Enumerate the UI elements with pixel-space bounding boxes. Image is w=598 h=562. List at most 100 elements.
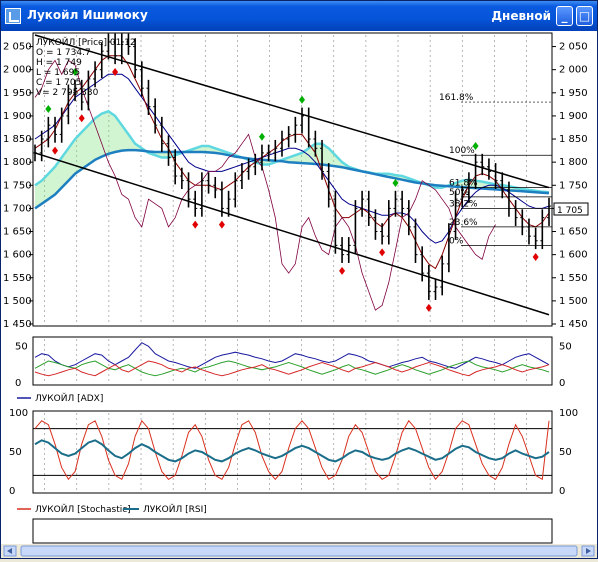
channel-lower-line [34, 152, 550, 316]
cloud-segment [88, 118, 96, 165]
stoch-legend: ЛУКОЙЛ [Stochastic] [35, 503, 131, 515]
price-info-box: ЛУКОЙЛ [Price] 01.12 O = 1 734.7 H = 1 7… [36, 36, 136, 98]
y-tick-label-right: 1 600 [559, 250, 588, 261]
up-signal-marker [72, 67, 79, 76]
date-strip [32, 518, 553, 544]
chevron-right-icon [586, 548, 591, 554]
y-tick-label-right: 1 450 [559, 319, 588, 330]
y-tick-label-left: 1 800 [3, 157, 32, 168]
fib-label: 23.6% [449, 218, 478, 228]
fib-label: 0% [449, 236, 464, 246]
y-tick-label-right: 1 950 [559, 88, 588, 99]
osc-panel-frame [32, 410, 553, 494]
cloud-segment [61, 148, 69, 188]
maximize-button[interactable]: □ [576, 6, 593, 26]
di-minus-line [34, 360, 550, 377]
cloud-segment [468, 179, 476, 189]
cloud-segment [161, 151, 169, 158]
osc-tick-left: 100 [9, 408, 28, 419]
di-plus-line [34, 360, 550, 377]
down-signal-marker [532, 252, 539, 261]
kijun-line [34, 73, 550, 244]
chart-area[interactable]: 161.8% 100% 61.8% 50% 38.2% 23.6% 0% 2 050 2 05… [1, 31, 597, 558]
adx-tick-left: 0 [15, 378, 21, 389]
down-signal-marker [425, 303, 432, 312]
down-signal-marker [192, 220, 199, 229]
cloud-segment [48, 166, 56, 200]
info-line-3: L = 1 695 [36, 68, 80, 78]
osc-tick-right: 0 [559, 486, 565, 497]
y-tick-label-right: 2 050 [559, 42, 588, 53]
down-signal-marker [339, 266, 346, 275]
cloud-segment [95, 113, 102, 160]
cloud-segment [55, 157, 62, 195]
window-title: Лукойл Ишимоку [27, 8, 148, 22]
signal-markers [45, 67, 539, 312]
price-y-axis: 2 050 2 050 2 000 2 000 1 950 1 950 1 900 1 900… [3, 42, 588, 330]
adx-tick-right: 0 [559, 378, 565, 389]
y-tick-label-left: 1 750 [3, 180, 32, 191]
y-tick-label-left: 2 050 [3, 42, 32, 53]
adx-tick-left: 50 [15, 341, 28, 352]
stochastic-line [34, 419, 550, 481]
chart-svg[interactable]: 161.8%100%61.8%50%38.2%23.6%0% 2 050 2 05… [1, 31, 597, 558]
up-signal-marker [299, 95, 306, 104]
senkou-a-line [34, 109, 550, 194]
channel-upper-line [34, 34, 550, 189]
fib-label: 50% [449, 188, 469, 198]
fib-label: 38.2% [449, 199, 478, 209]
minimize-button[interactable]: _ [556, 6, 573, 26]
up-signal-marker [472, 141, 479, 150]
info-line-5: V= 2 795 330 [36, 88, 99, 98]
y-tick-label-left: 1 650 [3, 227, 32, 238]
down-signal-marker [52, 146, 59, 155]
osc-tick-left: 0 [9, 486, 15, 497]
last-price-label: 1 705 [557, 206, 583, 216]
adx-tick-right: 50 [559, 341, 572, 352]
cloud-segment [121, 125, 129, 151]
up-signal-marker [258, 132, 265, 141]
osc-tick-right: 50 [559, 447, 572, 458]
info-line-1: O = 1 734.7 [36, 48, 91, 58]
y-tick-label-left: 1 500 [3, 296, 32, 307]
cloud-segment [101, 111, 109, 157]
fibonacci-levels: 161.8% 100% 61.8%50%38.2% 23.6% 0% [439, 93, 552, 246]
title-bar[interactable]: Лукойл Ишимоку Дневной _ □ [1, 1, 597, 31]
trend-channel [34, 34, 550, 316]
info-line-4: C = 1 705 [36, 78, 81, 88]
adx-legend: ЛУКОЙЛ [ADX] [35, 392, 103, 404]
scroll-thumb[interactable] [20, 545, 578, 557]
chart-app-icon [5, 8, 21, 24]
cloud-segment [328, 148, 336, 167]
cloud-segment [35, 180, 42, 209]
y-tick-label-left: 1 450 [3, 319, 32, 330]
y-tick-label-right: 1 550 [559, 273, 588, 284]
y-tick-label-left: 2 000 [3, 65, 32, 76]
down-signal-marker [379, 248, 386, 257]
cloud-segment [315, 143, 323, 165]
y-tick-label-right: 1 800 [559, 157, 588, 168]
rsi-legend: ЛУКОЙЛ [RSI] [143, 503, 207, 515]
osc-tick-right: 100 [559, 408, 578, 419]
up-signal-marker [45, 104, 52, 113]
info-line-0: ЛУКОЙЛ [Price] 01.12 [36, 36, 136, 48]
cloud-segment [68, 139, 76, 181]
fib-label: 61.8% [449, 179, 478, 189]
y-tick-label-right: 2 000 [559, 65, 588, 76]
fib-label: 100% [449, 146, 475, 156]
up-signal-marker [392, 178, 399, 187]
cloud-segment [201, 145, 209, 153]
rsi-line [34, 439, 550, 463]
adx-panel-frame [32, 336, 553, 386]
price-bars [33, 33, 551, 300]
timeframe-label[interactable]: Дневной [491, 9, 551, 23]
y-tick-label-right: 1 650 [559, 227, 588, 238]
down-signal-marker [112, 67, 119, 76]
y-tick-label-left: 1 550 [3, 273, 32, 284]
y-tick-label-left: 1 950 [3, 88, 32, 99]
cloud-segment [41, 173, 49, 204]
sub-y-axes: 50 50 0 0 100 100 50 50 0 0 [9, 341, 578, 497]
y-tick-label-right: 1 750 [559, 180, 588, 191]
cloud-segment [322, 143, 329, 166]
